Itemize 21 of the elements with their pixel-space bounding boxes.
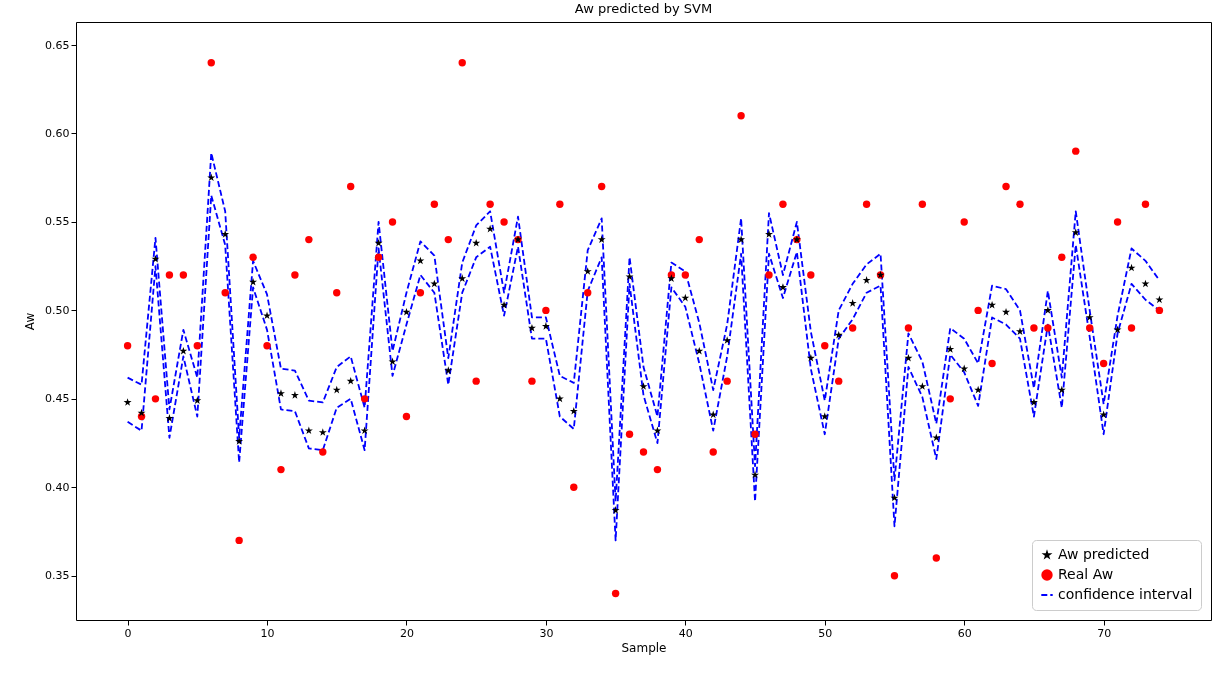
y-tick-label: 0.35 <box>45 569 70 583</box>
y-tick-label: 0.65 <box>45 38 70 52</box>
x-tick-label: 50 <box>818 626 833 640</box>
y-tick-label: 0.60 <box>45 126 70 140</box>
x-tick-label: 20 <box>399 626 414 640</box>
y-axis-title: Aw <box>23 312 38 331</box>
y-tick-label: 0.40 <box>45 480 70 494</box>
y-tick-label: 0.50 <box>45 303 70 317</box>
y-tick-label: 0.45 <box>45 392 70 406</box>
chart-title: Aw predicted by SVM <box>574 1 713 16</box>
y-tick-label: 0.55 <box>45 215 70 229</box>
legend-label: Real Aw <box>1058 566 1114 582</box>
legend-label: confidence interval <box>1058 586 1193 602</box>
x-tick-label: 0 <box>124 626 132 640</box>
x-tick-label: 40 <box>678 626 693 640</box>
x-tick-label: 70 <box>1097 626 1112 640</box>
x-axis-title: Sample <box>621 640 667 655</box>
x-tick-label: 10 <box>260 626 275 640</box>
x-tick-label: 60 <box>957 626 972 640</box>
legend-label: Aw predicted <box>1058 546 1150 562</box>
x-tick-label: 30 <box>539 626 554 640</box>
